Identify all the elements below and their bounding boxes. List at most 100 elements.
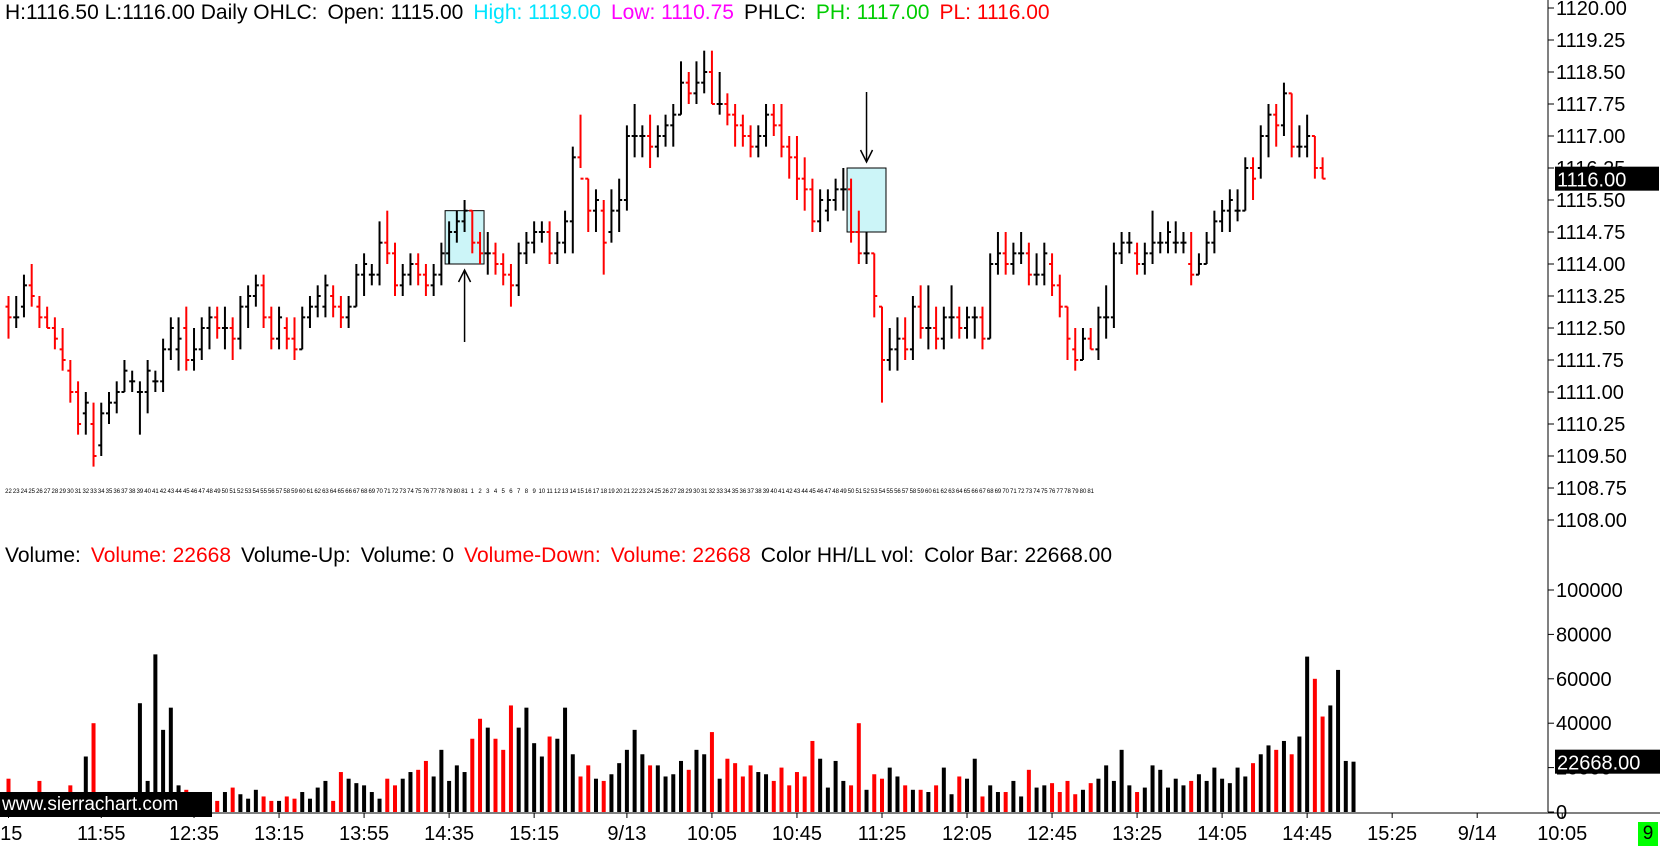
- last-price-label: 1116.00: [1557, 170, 1626, 192]
- bar-number-label: 71: [384, 489, 391, 495]
- volume-bar: [733, 763, 738, 812]
- volume-bar: [1011, 780, 1016, 812]
- volume-bar: [895, 776, 900, 812]
- bar-number-label: 63: [948, 489, 955, 495]
- volume-bar: [1343, 760, 1348, 812]
- volume-bar: [408, 772, 413, 812]
- bar-number-label: 42: [786, 489, 793, 495]
- bar-number-label: 52: [863, 489, 870, 495]
- bar-number-label: 44: [801, 489, 808, 495]
- bar-number-label: 30: [67, 489, 74, 495]
- volume-bar: [168, 707, 173, 812]
- bar-number-label: 12: [554, 489, 561, 495]
- bar-number-label: 50: [222, 489, 229, 495]
- volume-bar: [215, 800, 220, 812]
- volume-bar: [1235, 767, 1240, 812]
- time-tick-label: 13:55: [339, 823, 389, 845]
- volume-study-header: Volume: Volume: 22668 Volume-Up: Volume: 0 V…: [5, 544, 1122, 568]
- last-volume-label: 22668.00: [1557, 753, 1640, 775]
- volume-bar: [624, 749, 629, 812]
- volume-bar: [671, 774, 676, 812]
- bar-number-label: 46: [191, 489, 198, 495]
- bar-number-label: 57: [276, 489, 283, 495]
- volume-bar: [346, 778, 351, 812]
- volume-bar: [439, 749, 444, 812]
- volume-bar: [1196, 774, 1201, 812]
- bar-number-label: 69: [995, 489, 1002, 495]
- volume-bar: [1104, 765, 1109, 812]
- volume-bar: [1158, 769, 1163, 812]
- bar-number-label: 5: [502, 489, 506, 495]
- volume-bar: [1220, 778, 1225, 812]
- volume-bar: [1019, 796, 1024, 812]
- volume-bar: [1073, 794, 1078, 812]
- bar-number-label: 77: [1056, 489, 1063, 495]
- bar-number-label: 59: [291, 489, 298, 495]
- bar-number-label: 31: [701, 489, 708, 495]
- bar-number-label: 48: [206, 489, 213, 495]
- watermark-label: www.sierrachart.com: [0, 792, 212, 817]
- volume-bar: [1189, 780, 1194, 812]
- volume-tick-label: 40000: [1556, 713, 1612, 735]
- bar-number-label: 74: [407, 489, 414, 495]
- price-tick-label: 1111.00: [1556, 382, 1624, 404]
- price-tick-label: 1120.00: [1556, 0, 1627, 20]
- bar-number-label: 64: [956, 489, 963, 495]
- volume-bar: [1336, 669, 1341, 812]
- volume-bar: [493, 738, 498, 812]
- chartbook-number-badge[interactable]: 9: [1638, 822, 1658, 846]
- volume-bar: [516, 727, 521, 812]
- bar-number-label: 56: [268, 489, 275, 495]
- volume-bar: [300, 792, 305, 812]
- bar-number-label: 36: [113, 489, 120, 495]
- bar-number-label: 78: [438, 489, 445, 495]
- bar-number-label: 8: [525, 489, 529, 495]
- bar-number-label: 23: [639, 489, 646, 495]
- volume-bar: [508, 705, 513, 812]
- volume-bar: [702, 754, 707, 812]
- bar-number-label: 55: [886, 489, 893, 495]
- bar-number-label: 76: [1049, 489, 1056, 495]
- volume-bar: [315, 787, 320, 812]
- bar-number-label: 28: [678, 489, 685, 495]
- volume-bar: [988, 785, 993, 812]
- volume-bar: [1080, 789, 1085, 812]
- bar-number-label: 6: [509, 489, 513, 495]
- volume-bar: [879, 778, 884, 812]
- time-tick-label: 14:05: [1197, 823, 1247, 845]
- bar-number-label: 27: [670, 489, 677, 495]
- volume-bar: [369, 792, 374, 812]
- bar-number-label: 27: [44, 489, 51, 495]
- volume-bar: [532, 743, 537, 812]
- bar-number-label: 15: [577, 489, 584, 495]
- volume-bar: [748, 765, 753, 812]
- volume-bar: [818, 758, 823, 812]
- bar-number-label: 1: [471, 489, 475, 495]
- volume-bar: [362, 785, 367, 812]
- volume-header-item-3: Volume: 0: [360, 544, 455, 567]
- volume-bar: [856, 723, 861, 812]
- volume-bar: [1034, 787, 1039, 812]
- volume-bar: [1320, 716, 1325, 812]
- volume-bar: [1142, 787, 1147, 812]
- volume-bar: [153, 654, 158, 812]
- price-tick-label: 1117.00: [1556, 126, 1625, 148]
- volume-bar: [1065, 780, 1070, 812]
- bar-number-label: 79: [446, 489, 453, 495]
- time-tick-label: :15: [0, 823, 22, 845]
- bar-number-label: 34: [724, 489, 731, 495]
- bar-number-label: 80: [453, 489, 460, 495]
- volume-bar: [1305, 656, 1310, 812]
- bar-number-label: 3: [486, 489, 490, 495]
- time-tick-label: 11:55: [77, 823, 126, 845]
- volume-bar: [354, 783, 359, 812]
- volume-bar: [825, 787, 830, 812]
- volume-bar: [1351, 761, 1356, 812]
- bar-number-label: 68: [987, 489, 994, 495]
- volume-bar: [91, 723, 96, 812]
- bar-number-label: 75: [415, 489, 422, 495]
- last-price-badge: [1555, 166, 1659, 191]
- bar-number-label: 31: [75, 489, 82, 495]
- volume-bar: [1297, 736, 1302, 812]
